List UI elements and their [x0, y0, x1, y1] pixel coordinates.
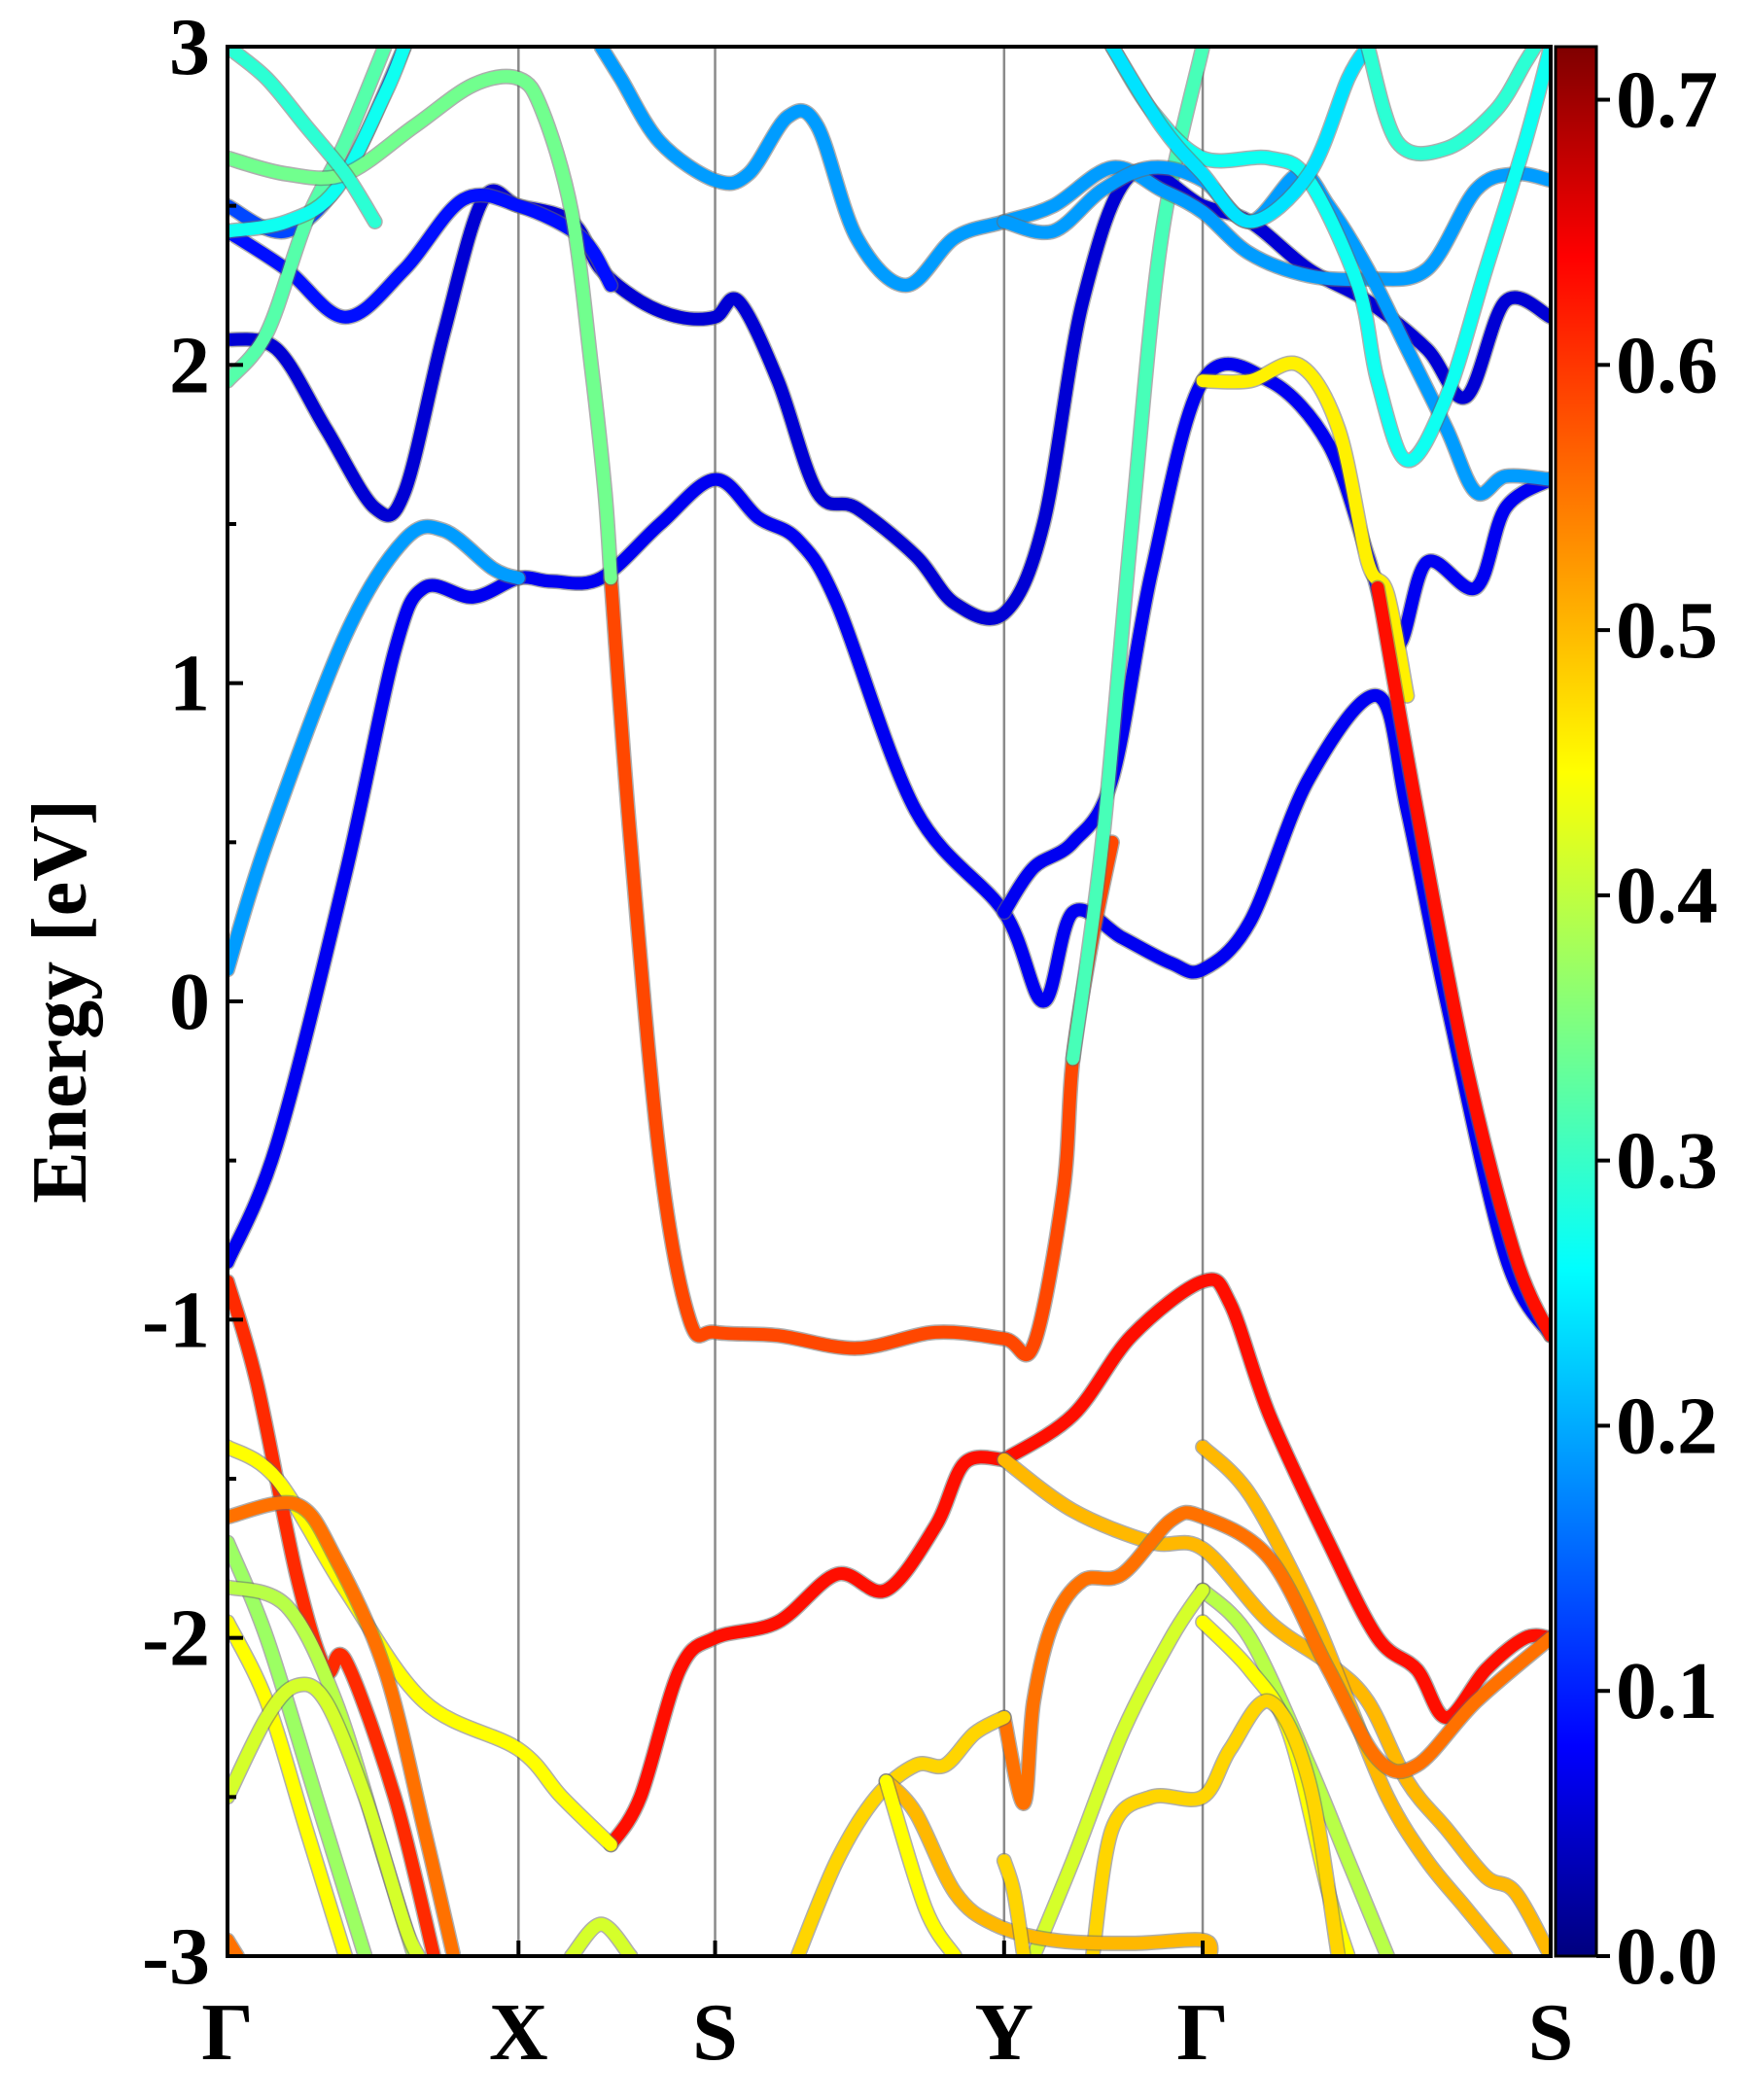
band-outline-4	[603, 570, 1120, 1363]
x-tick-label: S	[1528, 1987, 1574, 2078]
band-37	[1105, 47, 1375, 228]
y-tick-label: 3	[169, 2, 210, 92]
colorbar-tick-label: 0.1	[1616, 1646, 1718, 1736]
band-15	[228, 1677, 425, 1956]
band-18	[1086, 1695, 1346, 1956]
band-7	[228, 1440, 617, 1851]
colorbar-tick-label: 0.4	[1616, 851, 1718, 941]
colorbar-ticks: 0.0 0.1 0.2 0.3 0.4 0.5 0.6 0.7	[1596, 55, 1718, 2002]
colorbar-tick-label: 0.2	[1616, 1381, 1718, 1471]
x-tick-label: X	[489, 1987, 548, 2078]
y-tick-label: -3	[142, 1911, 210, 2002]
x-tick-label: S	[692, 1987, 738, 2078]
bands	[228, 47, 1551, 1956]
band-38	[1196, 357, 1414, 703]
x-tick-label: Y	[974, 1987, 1033, 2078]
band-5	[998, 1273, 1551, 1724]
y-tick-label: 1	[169, 639, 210, 729]
band-4	[604, 572, 1119, 1361]
plot-frame	[226, 45, 1553, 1958]
band-1	[228, 520, 525, 976]
band-outline-34	[593, 47, 1551, 294]
band-0	[228, 472, 1551, 1343]
colorbar-tick-label: 0.6	[1616, 320, 1718, 410]
band-23	[998, 1854, 1031, 1956]
y-tick-label: -2	[142, 1593, 210, 1684]
y-axis: 3 2 1 0 -1 -2 -3	[142, 2, 243, 2002]
band-31	[228, 47, 411, 238]
high-symmetry-lines	[517, 47, 1205, 1956]
band-19	[1027, 1584, 1209, 1956]
band-32	[228, 70, 617, 585]
colorbar-tick-label: 0.0	[1616, 1911, 1718, 2002]
band-2	[998, 357, 1551, 919]
band-11	[998, 1506, 1551, 1810]
band-outline-0	[228, 472, 1551, 1344]
y-tick-label: -1	[142, 1275, 210, 1365]
colorbar: 0.0 0.1 0.2 0.3 0.4 0.5 0.6 0.7	[1554, 45, 1718, 2002]
band-14	[228, 1615, 352, 1956]
colorbar-tick-label: 0.7	[1616, 55, 1718, 146]
band-24	[565, 1917, 638, 1956]
band-outline-11	[996, 1504, 1551, 1811]
band-34	[594, 47, 1551, 292]
band-36	[1105, 47, 1551, 467]
band-6	[604, 1451, 1011, 1851]
x-tick-label: Γ	[1176, 1987, 1228, 2078]
y-tick-label: 0	[169, 957, 210, 1047]
band-22	[880, 1774, 962, 1956]
band-39	[1361, 47, 1542, 160]
band-33	[228, 47, 382, 228]
band-10	[228, 1496, 461, 1956]
x-tick-label: Γ	[201, 1987, 253, 2078]
colorbar-gradient	[1554, 45, 1598, 1958]
y-tick-label: 2	[169, 320, 210, 410]
band-40	[1371, 581, 1551, 1343]
y-axis-title: Energy [eV]	[18, 799, 103, 1203]
band-20	[791, 1711, 1011, 1956]
band-outline-5	[996, 1272, 1551, 1726]
colorbar-tick-label: 0.3	[1616, 1116, 1718, 1207]
colorbar-tick-label: 0.5	[1616, 585, 1718, 676]
